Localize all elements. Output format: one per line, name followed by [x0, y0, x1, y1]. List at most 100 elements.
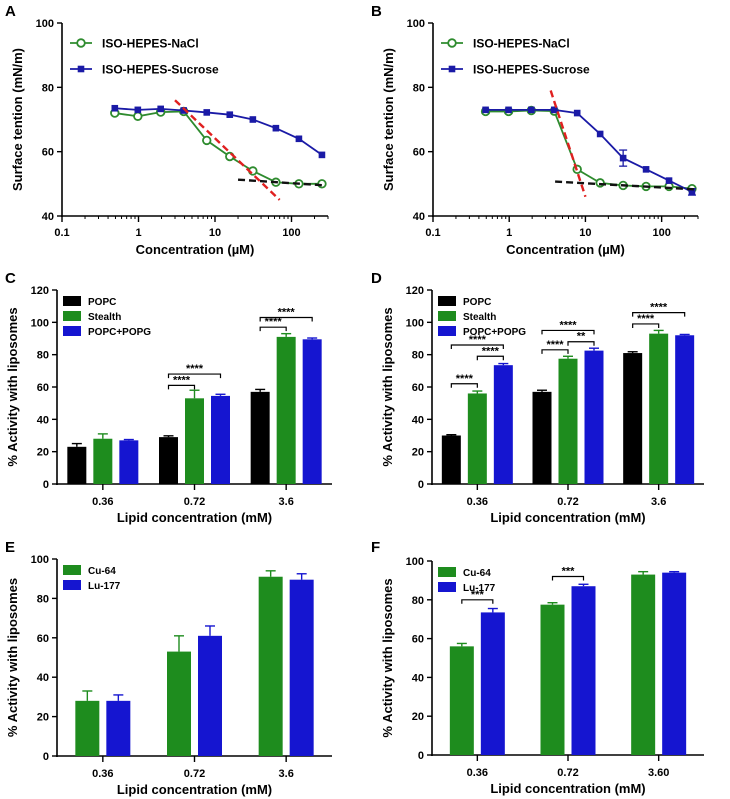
x-tick-label: 3.60: [648, 767, 669, 779]
legend-swatch: [438, 311, 456, 321]
significance-label: ****: [173, 374, 191, 386]
y-tick-label: 40: [37, 672, 49, 684]
y-axis-title: % Activity with liposomes: [5, 578, 20, 737]
x-axis-title: Lipid concentration (mM): [490, 510, 645, 525]
y-tick-label: 20: [412, 447, 424, 459]
data-point: [249, 116, 257, 123]
y-tick-label: 100: [31, 554, 49, 566]
bar: [584, 350, 604, 484]
bar: [289, 579, 314, 756]
legend-label: Stealth: [463, 312, 496, 323]
y-axis-title: Surface tention (mN/m): [381, 48, 396, 191]
significance-label: ****: [482, 345, 500, 357]
data-point: [596, 130, 604, 138]
x-tick-label: 1: [506, 227, 512, 239]
fit-line-1: [555, 180, 695, 191]
legend-swatch: [63, 580, 81, 590]
data-point: [573, 109, 581, 117]
data-point: [180, 107, 188, 114]
x-tick-label: 0.1: [425, 227, 440, 239]
significance-bracket: [632, 312, 686, 317]
fit-line-0: [174, 99, 281, 201]
bar: [623, 353, 643, 484]
legend-label: POPC: [88, 297, 116, 308]
x-tick-label: 0.72: [184, 768, 205, 780]
bar: [441, 435, 461, 484]
series-line-1: [485, 108, 693, 193]
bar: [540, 604, 565, 755]
y-axis-title: Surface tention (mN/m): [10, 48, 25, 191]
bar: [258, 576, 283, 756]
y-tick-label: 0: [418, 479, 424, 491]
legend-swatch: [438, 567, 456, 577]
y-axis-title: % Activity with liposomes: [380, 578, 395, 737]
significance-bracket: [541, 349, 569, 354]
significance-label: ****: [265, 316, 283, 328]
bar: [185, 398, 204, 484]
y-tick-label: 60: [37, 382, 49, 394]
bar: [119, 440, 139, 484]
bar: [302, 339, 322, 484]
y-tick-label: 40: [37, 414, 49, 426]
data-point: [550, 106, 558, 114]
y-tick-label: 60: [412, 634, 424, 646]
y-tick-label: 80: [37, 350, 49, 362]
x-tick-label: 0.36: [467, 767, 488, 779]
data-point: [203, 109, 211, 116]
x-tick-label: 0.36: [467, 496, 488, 508]
data-point: [642, 166, 650, 173]
x-axis-title: Concentration (µM): [136, 242, 255, 257]
y-tick-label: 0: [43, 751, 49, 763]
data-point: [111, 104, 119, 112]
data-point: [295, 135, 303, 143]
y-tick-label: 40: [412, 672, 424, 684]
x-tick-label: 10: [579, 227, 591, 239]
legend-label: POPC: [463, 297, 491, 308]
panel-letter: A: [5, 3, 16, 20]
panel-letter: C: [5, 270, 16, 287]
data-point: [133, 111, 143, 121]
legend-label: Stealth: [88, 312, 121, 323]
panel-d: D 0 20 40 60 80 100 120 % Activity with liposome…: [371, 270, 704, 525]
legend-swatch: [63, 565, 81, 575]
legend-label: ISO-HEPES-Sucrose: [473, 63, 590, 77]
bar: [250, 391, 270, 484]
y-tick-label: 120: [31, 285, 49, 297]
data-point: [226, 111, 234, 118]
y-axis-title: % Activity with liposomes: [5, 307, 20, 466]
bar: [106, 700, 131, 756]
significance-bracket: [450, 344, 504, 349]
x-axis-title: Concentration (µM): [506, 242, 625, 257]
legend-swatch: [438, 296, 456, 306]
significance-label: ****: [559, 319, 577, 331]
bar: [675, 335, 695, 484]
x-tick-label: 3.6: [279, 768, 294, 780]
y-tick-label: 80: [413, 82, 425, 94]
panel-c: C 0 20 40 60 80 100 120 % Activity with liposome…: [5, 270, 332, 525]
panel-letter: B: [371, 3, 382, 20]
significance-label: ***: [471, 589, 485, 601]
significance-bracket: [476, 355, 504, 361]
bar: [571, 586, 596, 755]
legend-label: Cu-64: [463, 568, 491, 579]
legend-label: Lu-177: [88, 581, 121, 592]
series-line-0: [114, 110, 322, 185]
significance-bracket: [259, 326, 287, 332]
x-axis-title: Lipid concentration (mM): [117, 510, 272, 525]
bar: [532, 391, 552, 484]
y-tick-label: 60: [37, 633, 49, 645]
data-point: [595, 178, 605, 188]
y-tick-label: 80: [42, 82, 54, 94]
legend-marker: [76, 38, 86, 48]
fit-line-1: [237, 178, 326, 187]
data-point: [157, 105, 164, 113]
y-tick-label: 20: [412, 711, 424, 723]
legend-swatch: [63, 326, 81, 336]
significance-bracket: [259, 316, 313, 322]
bar: [631, 574, 656, 755]
x-tick-label: 0.1: [54, 227, 69, 239]
significance-label: ****: [650, 302, 668, 314]
y-tick-label: 40: [413, 211, 425, 223]
y-tick-label: 60: [42, 147, 54, 159]
